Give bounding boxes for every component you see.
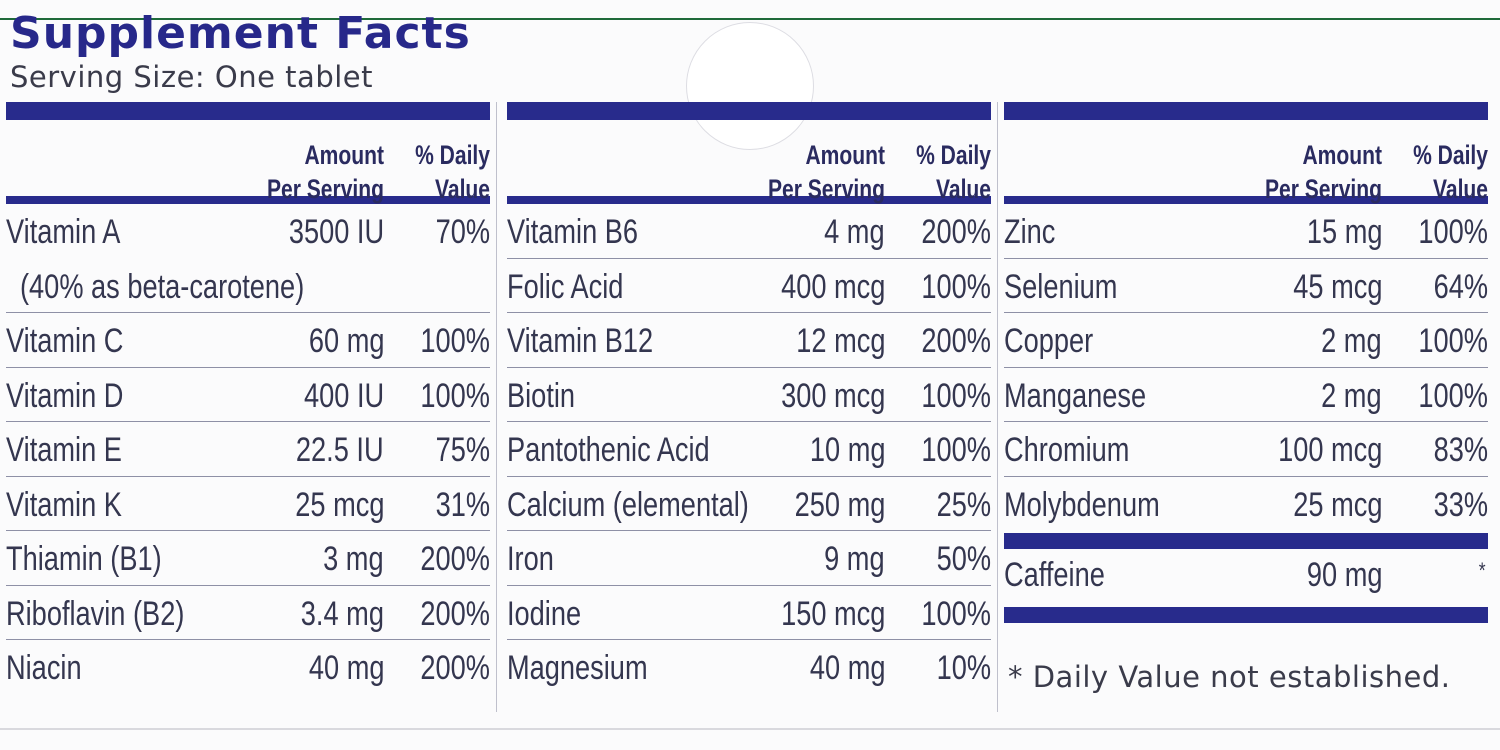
caffeine-bottom-bar <box>1004 607 1488 623</box>
nutrient-row: Chromium 100 mcg 83% <box>1004 422 1488 477</box>
column-header: Amount Per Serving % Daily Value <box>1004 120 1488 204</box>
header-bar <box>507 102 991 120</box>
nutrient-row: Iron 9 mg 50% <box>507 531 991 586</box>
amount-header: Amount Per Serving <box>1264 140 1382 204</box>
column-divider <box>997 102 998 712</box>
column-header: Amount Per Serving % Daily Value <box>6 120 490 204</box>
supplement-facts-label <box>0 18 1500 730</box>
nutrient-row: Vitamin D 400 IU 100% <box>6 368 490 422</box>
nutrient-row: Vitamin C 60 mg 100% <box>6 313 490 368</box>
facts-column-2: Amount Per Serving % Daily Value Vitamin B… <box>507 102 991 695</box>
asterisk-marker: * <box>1479 558 1486 583</box>
nutrient-row: Vitamin B12 12 mcg 200% <box>507 313 991 368</box>
footnote: * Daily Value not established. <box>1008 660 1451 694</box>
facts-column-3: Amount Per Serving % Daily Value Zinc 15 m… <box>1004 102 1488 623</box>
nutrient-row: Copper 2 mg 100% <box>1004 313 1488 368</box>
hang-hole <box>686 22 814 150</box>
amount-header: Amount Per Serving <box>767 140 885 204</box>
nutrient-row: Manganese 2 mg 100% <box>1004 368 1488 422</box>
daily-value-header: % Daily Value <box>916 140 991 204</box>
nutrient-row: Vitamin B6 4 mg 200% <box>507 204 991 259</box>
header-rule <box>507 196 991 204</box>
panel-title: Supplement Facts <box>10 8 471 59</box>
amount-header: Amount Per Serving <box>266 140 384 204</box>
nutrient-sub-row: (40% as beta-carotene) <box>6 259 490 313</box>
daily-value-header: % Daily Value <box>1413 140 1488 204</box>
serving-size: Serving Size: One tablet <box>10 60 374 94</box>
nutrient-row: Biotin 300 mcg 100% <box>507 368 991 422</box>
caffeine-top-bar <box>1004 533 1488 549</box>
nutrient-row: Iodine 150 mcg 100% <box>507 586 991 640</box>
column-divider <box>496 102 497 712</box>
facts-column-1: Amount Per Serving % Daily Value Vitamin A… <box>6 102 490 695</box>
header-bar <box>6 102 490 120</box>
nutrient-row: Calcium (elemental) 250 mg 25% <box>507 477 991 531</box>
column-header: Amount Per Serving % Daily Value <box>507 120 991 204</box>
header-bar <box>1004 102 1488 120</box>
nutrient-row: Niacin 40 mg 200% <box>6 649 490 687</box>
nutrient-row: Selenium 45 mcg 64% <box>1004 259 1488 313</box>
nutrient-row: Magnesium 40 mg 10% <box>507 649 991 687</box>
header-rule <box>6 196 490 204</box>
nutrient-row: Thiamin (B1) 3 mg 200% <box>6 531 490 586</box>
daily-value-header: % Daily Value <box>415 140 490 204</box>
nutrient-row: Pantothenic Acid 10 mg 100% <box>507 422 991 477</box>
nutrient-row: Vitamin A 3500 IU 70% <box>6 213 490 251</box>
nutrient-row: Vitamin E 22.5 IU 75% <box>6 422 490 477</box>
nutrient-row: Vitamin K 25 mcg 31% <box>6 477 490 531</box>
caffeine-row: Caffeine 90 mg * <box>1004 549 1488 607</box>
nutrient-row: Riboflavin (B2) 3.4 mg 200% <box>6 586 490 640</box>
nutrient-row: Molybdenum 25 mcg 33% <box>1004 485 1488 524</box>
header-rule <box>1004 196 1488 204</box>
nutrient-row: Zinc 15 mg 100% <box>1004 204 1488 259</box>
nutrient-row: Folic Acid 400 mcg 100% <box>507 259 991 313</box>
